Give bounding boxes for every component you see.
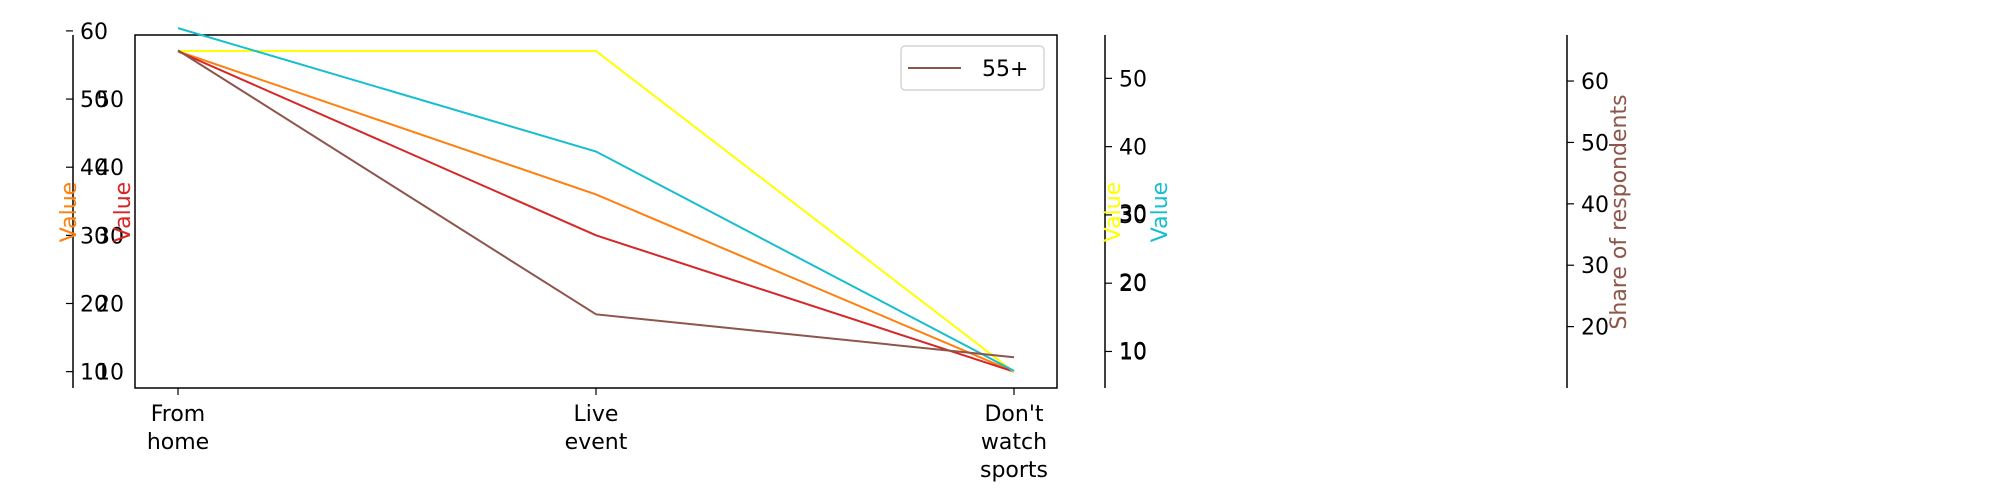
y-tick-label: 20 [1581,316,1609,341]
y-tick-label: 20 [1119,271,1147,296]
y-tick-label: 40 [1119,136,1147,161]
axes-layer: 10 20 30 40 50 60 Value 10 20 30 40 50 Value 10 20 30 40… [57,20,1632,388]
y-tick-label: 30 [1581,254,1609,279]
y-tick-label: 60 [80,20,108,45]
series-line-cyan [177,27,1015,372]
series-line-yellow [178,50,1015,373]
y-axis-yellow: 10 20 30 40 50 Value [1101,35,1147,388]
series-line-orange [177,50,1015,373]
y-tick-label: 30 [80,224,108,249]
category-labels: From home Live event Don't watch sports [147,388,1048,483]
y-tick-label: 40 [80,156,108,181]
series-layer [177,27,1015,373]
y-tick-label: 60 [1581,70,1609,95]
x-tick-label: From home [147,402,209,455]
legend-box [900,45,1045,91]
series-line-brown [177,49,1015,359]
y-tick-label: 10 [96,361,124,386]
y-axis-title-red: Value [111,182,136,242]
legend: 55+ [900,45,1045,91]
y-axis-title-cyan: Value [1148,182,1173,242]
y-tick-label: 10 [1119,340,1147,365]
y-tick-label: 30 [1119,202,1147,227]
legend-label: 55+ [982,57,1028,82]
x-tick-label: Live event [565,402,628,455]
y-tick-label: 30 [1119,204,1147,229]
y-axis-cyan: 10 20 30 Value [1119,182,1173,365]
y-axis-title-orange: Value [57,182,82,242]
y-axis-title-brown: Share of respondents [1607,94,1632,329]
y-tick-label: 10 [1119,339,1147,364]
y-tick-label: 30 [96,224,124,249]
y-tick-label: 20 [80,292,108,317]
x-tick-label: Don't watch sports [980,402,1048,483]
y-tick-label: 20 [96,292,124,317]
y-tick-label: 50 [1119,67,1147,92]
y-tick-label: 50 [96,88,124,113]
y-tick-label: 10 [80,361,108,386]
y-tick-label: 40 [96,156,124,181]
series-line-red [177,50,1015,373]
y-tick-label: 50 [1581,131,1609,156]
y-axis-orange: 10 20 30 40 50 60 Value [57,20,108,388]
y-tick-label: 40 [1581,193,1609,218]
y-tick-label: 20 [1119,272,1147,297]
y-axis-red: 10 20 30 40 50 Value [96,88,136,386]
y-axis-title-yellow: Value [1101,182,1126,242]
y-tick-label: 50 [80,88,108,113]
